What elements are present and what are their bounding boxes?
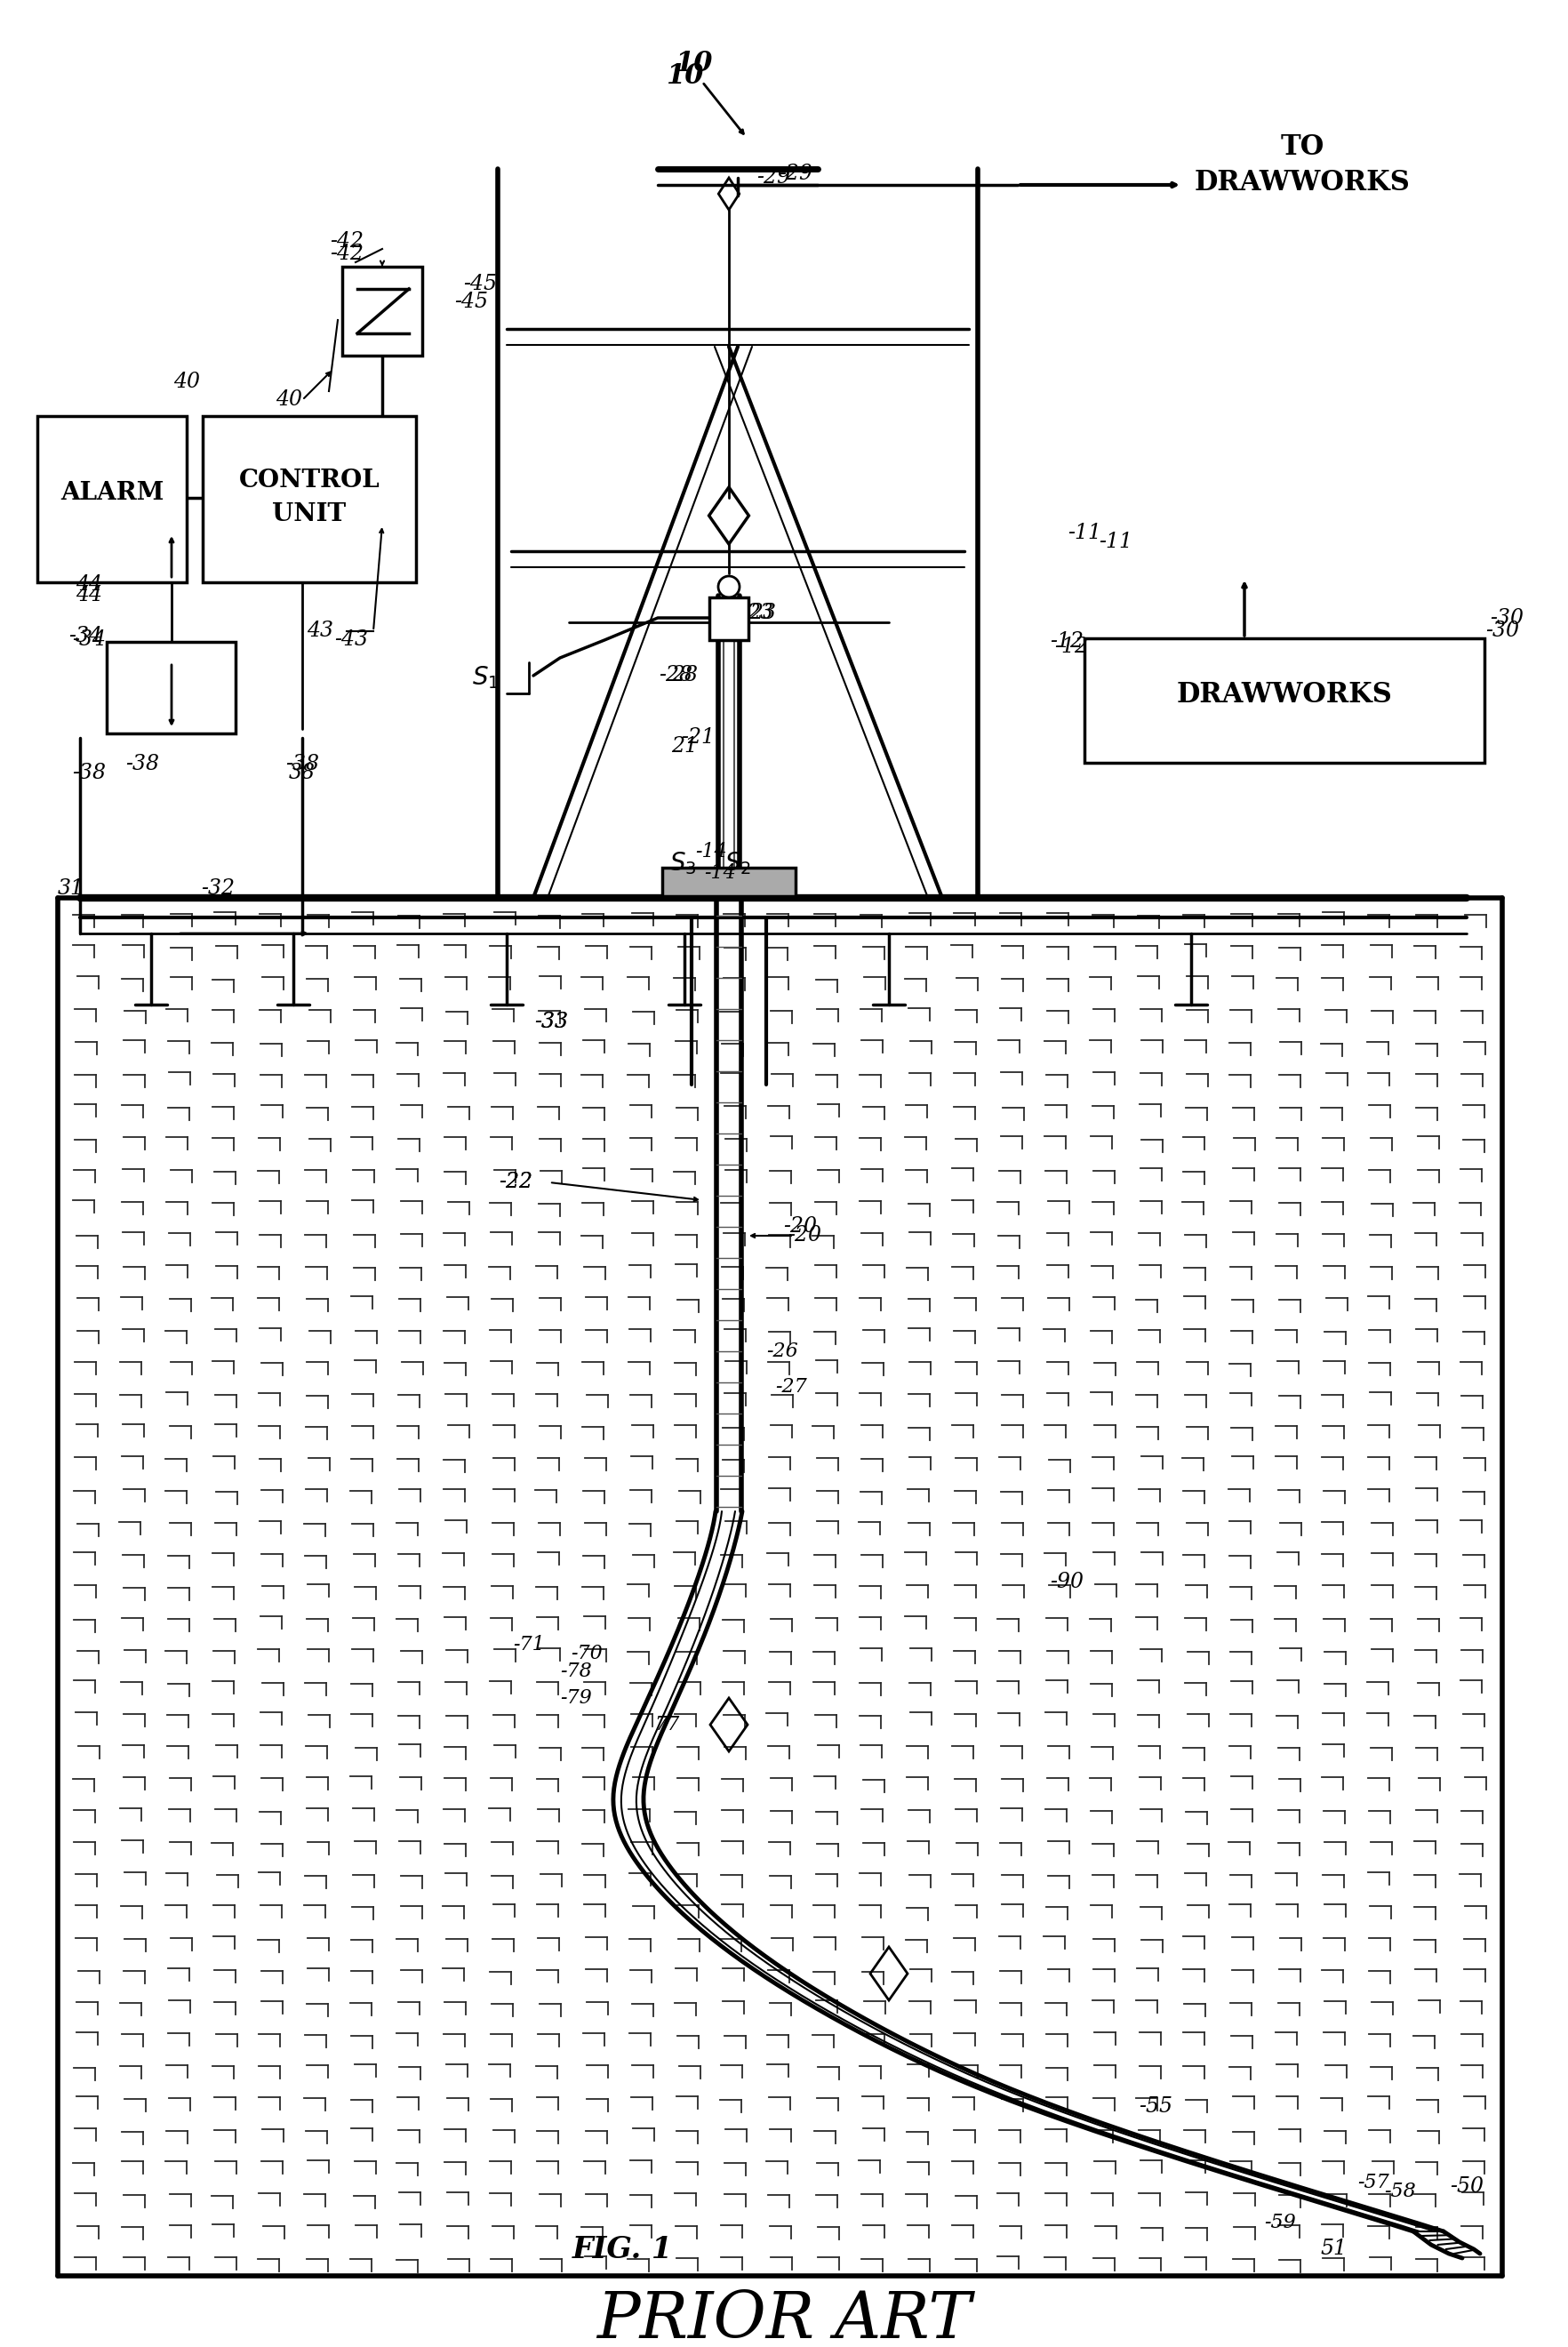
Text: $S_3$: $S_3$ — [668, 850, 696, 875]
Text: -11: -11 — [1098, 533, 1132, 552]
Text: TO: TO — [1279, 134, 1323, 160]
Text: -90: -90 — [1049, 1572, 1083, 1594]
Text: -33: -33 — [535, 1012, 568, 1033]
Text: -30: -30 — [1485, 622, 1518, 641]
Text: -28: -28 — [659, 667, 691, 685]
Bar — [1083, 638, 1483, 763]
Text: -71: -71 — [513, 1636, 544, 1655]
Text: -33: -33 — [535, 1012, 568, 1033]
Text: $S_2$: $S_2$ — [724, 850, 751, 875]
Bar — [202, 415, 416, 582]
Text: -58: -58 — [1383, 2183, 1414, 2201]
Text: 44: 44 — [75, 584, 102, 606]
Text: -12: -12 — [1049, 631, 1083, 652]
Text: -57: -57 — [1356, 2173, 1388, 2192]
Text: -59: -59 — [1264, 2213, 1295, 2232]
Text: -22: -22 — [499, 1171, 532, 1192]
Text: -42: -42 — [329, 232, 364, 251]
Text: 21: 21 — [671, 737, 698, 758]
Text: $S_1$: $S_1$ — [472, 664, 499, 690]
Text: -20: -20 — [782, 1216, 817, 1237]
Text: 10: 10 — [674, 49, 712, 77]
Text: -45: -45 — [463, 275, 497, 296]
Text: -12: -12 — [1054, 636, 1087, 657]
Text: -21: -21 — [681, 728, 715, 749]
Text: -30: -30 — [1490, 608, 1523, 629]
Text: 44: 44 — [75, 575, 102, 596]
Text: PRIOR ART: PRIOR ART — [596, 2288, 971, 2347]
Text: -38: -38 — [72, 763, 105, 784]
Text: 38: 38 — [289, 763, 315, 784]
Text: CONTROL: CONTROL — [238, 467, 379, 493]
Text: -43: -43 — [334, 629, 368, 650]
Text: 40: 40 — [172, 373, 199, 392]
Text: 43: 43 — [306, 622, 332, 641]
Bar — [342, 268, 422, 357]
Text: -22: -22 — [499, 1171, 532, 1192]
Bar — [709, 598, 748, 641]
Text: -42: -42 — [329, 244, 364, 263]
Text: -70: -70 — [571, 1643, 602, 1664]
Text: -45: -45 — [455, 291, 488, 312]
Text: 28: 28 — [671, 667, 698, 685]
Text: -26: -26 — [765, 1342, 798, 1361]
Bar — [38, 415, 187, 582]
Bar — [58, 899, 1502, 2277]
Text: ALARM: ALARM — [60, 481, 163, 505]
Text: -78: -78 — [560, 1662, 591, 1680]
Text: FIG. 1: FIG. 1 — [572, 2234, 673, 2265]
Text: -14: -14 — [695, 843, 726, 861]
Text: 40: 40 — [276, 390, 303, 411]
Text: -79: -79 — [560, 1687, 591, 1709]
Text: 23: 23 — [750, 603, 776, 624]
Text: -32: -32 — [201, 878, 235, 899]
Text: -20: -20 — [787, 1225, 822, 1246]
Text: -29: -29 — [756, 167, 790, 188]
Text: 77: 77 — [654, 1716, 679, 1734]
Text: -14: -14 — [704, 864, 735, 882]
Text: 10: 10 — [665, 61, 702, 89]
Bar — [107, 641, 235, 732]
Text: -29: -29 — [778, 164, 812, 183]
Text: -34: -34 — [69, 624, 102, 645]
Text: -27: -27 — [775, 1378, 806, 1396]
Text: -34: -34 — [72, 629, 105, 650]
Text: -50: -50 — [1449, 2176, 1483, 2197]
Text: UNIT: UNIT — [273, 502, 347, 526]
Bar — [662, 868, 795, 897]
Text: DRAWWORKS: DRAWWORKS — [1176, 681, 1392, 709]
Text: 31: 31 — [58, 878, 85, 899]
Text: 51: 51 — [1319, 2239, 1345, 2260]
Text: -11: -11 — [1066, 523, 1101, 545]
Text: -55: -55 — [1138, 2096, 1171, 2117]
Text: DRAWWORKS: DRAWWORKS — [1193, 169, 1410, 197]
Text: -38: -38 — [125, 753, 158, 775]
Text: -38: -38 — [285, 753, 318, 775]
Text: 23: 23 — [746, 603, 773, 624]
